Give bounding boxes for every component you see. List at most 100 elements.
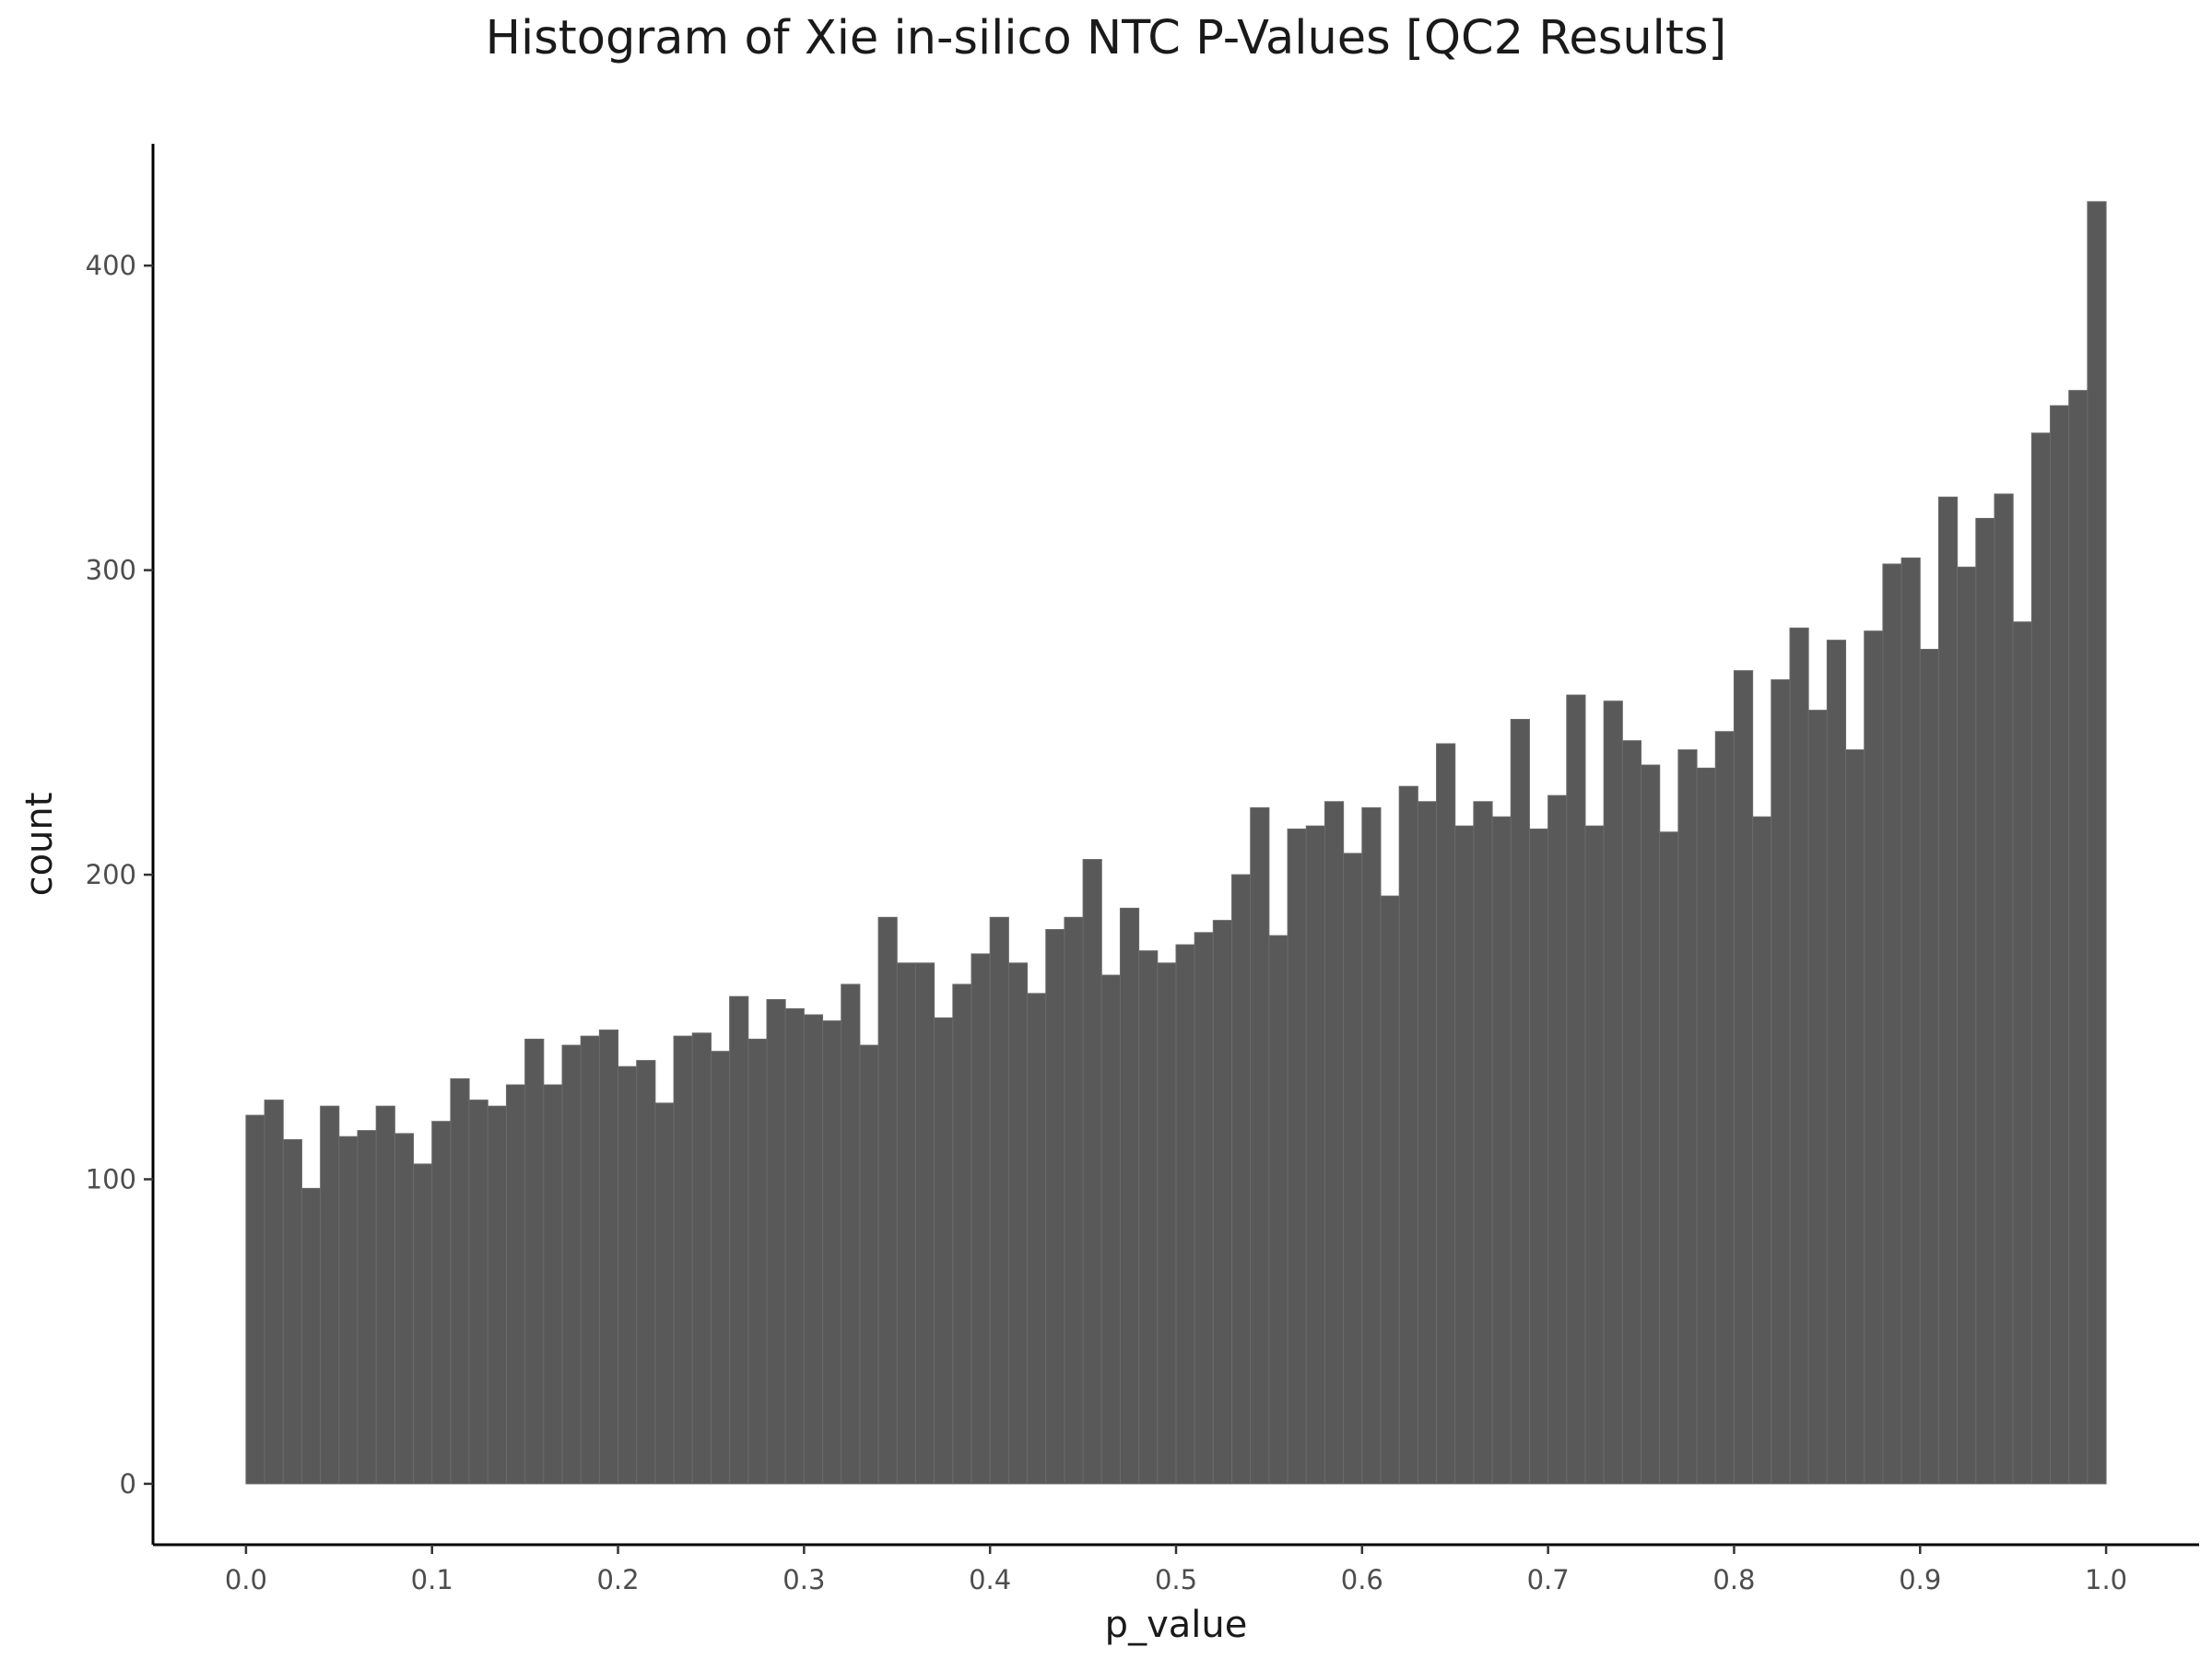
histogram-bar — [264, 1100, 284, 1485]
histogram-bar — [747, 1038, 768, 1485]
y-tick-label: 0 — [120, 1468, 136, 1500]
histogram-bar — [1919, 649, 1939, 1485]
histogram-bar — [245, 1114, 265, 1485]
histogram-bar — [524, 1038, 545, 1485]
histogram-bar — [1864, 630, 1884, 1485]
histogram-bar — [2050, 405, 2070, 1485]
histogram-bar — [1436, 743, 1456, 1485]
histogram-bar — [1007, 962, 1029, 1485]
histogram-bar — [896, 962, 916, 1485]
histogram-bar — [1398, 785, 1418, 1485]
histogram-bar — [1082, 859, 1102, 1485]
histogram-bar — [450, 1077, 470, 1485]
histogram-bar — [1343, 853, 1363, 1485]
histogram-bar — [729, 995, 749, 1485]
histogram-bar — [1714, 731, 1735, 1485]
histogram-bar — [673, 1035, 693, 1485]
histogram-bar — [1417, 801, 1438, 1485]
y-tick-label: 200 — [86, 859, 136, 890]
histogram-bar — [1045, 929, 1065, 1485]
histogram-bar — [1212, 920, 1233, 1485]
histogram-bar — [971, 953, 991, 1485]
histogram-bar — [803, 1014, 824, 1485]
histogram-bar — [654, 1102, 675, 1485]
y-tick-label: 400 — [86, 250, 136, 281]
histogram-bar — [1659, 831, 1679, 1485]
histogram-bar — [1361, 806, 1382, 1485]
x-tick-label: 0.7 — [1527, 1564, 1570, 1595]
histogram-bar — [1231, 874, 1252, 1485]
histogram-bar — [1194, 932, 1214, 1485]
x-axis-title: p_value — [1105, 1604, 1248, 1646]
histogram-bar — [1752, 816, 1772, 1485]
histogram-bar — [841, 983, 861, 1485]
histogram-bar — [320, 1105, 340, 1485]
histogram-bar — [431, 1121, 452, 1485]
x-tick-label: 0.5 — [1155, 1564, 1197, 1595]
bars-group — [245, 201, 2107, 1485]
x-tick-label: 0.4 — [969, 1564, 1011, 1595]
histogram-bar — [1473, 801, 1493, 1485]
histogram-bar — [1491, 816, 1512, 1485]
histogram-bar — [357, 1130, 377, 1485]
y-tick-label: 100 — [86, 1163, 136, 1194]
histogram-bar — [282, 1139, 302, 1485]
histogram-bar — [375, 1105, 395, 1485]
histogram-bar — [1547, 794, 1568, 1485]
histogram-bar — [580, 1035, 600, 1485]
histogram-bar — [468, 1100, 488, 1485]
histogram-bar — [914, 962, 935, 1485]
histogram-bar — [784, 1007, 805, 1485]
histogram-bar — [1957, 566, 1977, 1485]
histogram-bar — [1584, 825, 1605, 1485]
histogram-bar — [1641, 764, 1661, 1485]
histogram-bar — [1268, 935, 1288, 1485]
histogram-bar — [1027, 993, 1047, 1485]
histogram-bar — [1510, 719, 1530, 1485]
histogram-bar — [338, 1135, 359, 1485]
histogram-bar — [1882, 563, 1902, 1485]
x-tick-label: 0.0 — [225, 1564, 267, 1595]
histogram-bar — [1100, 974, 1121, 1485]
histogram-bar — [1064, 916, 1084, 1485]
histogram-bar — [1324, 801, 1345, 1485]
histogram-bar — [1603, 700, 1623, 1485]
histogram-bar — [1175, 944, 1195, 1485]
histogram-bar — [1157, 962, 1177, 1485]
histogram-bar — [1937, 496, 1959, 1485]
histogram-bar — [934, 1017, 954, 1485]
histogram-bar — [2087, 201, 2107, 1485]
chart-title: Histogram of Xie in-silico NTC P-Values … — [485, 11, 1727, 65]
histogram-bar — [487, 1105, 507, 1485]
y-axis-ticks: 0 100 200 300 400 — [86, 250, 153, 1500]
histogram-bar — [2030, 432, 2052, 1485]
histogram-bar — [989, 916, 1009, 1485]
x-tick-label: 0.2 — [596, 1564, 639, 1595]
histogram-bar — [618, 1065, 638, 1485]
histogram-bar — [1138, 950, 1159, 1485]
histogram-bar — [2068, 390, 2088, 1485]
x-tick-label: 0.6 — [1341, 1564, 1383, 1595]
histogram-bar — [1119, 907, 1140, 1485]
histogram-bar — [1528, 828, 1549, 1485]
histogram-bar — [710, 1051, 731, 1485]
x-axis-ticks: 0.0 0.1 0.2 0.3 0.4 0.5 0.6 0.7 0.8 0.9 1.0 — [225, 1545, 2127, 1595]
histogram-bar — [1994, 493, 2014, 1485]
histogram-bar — [394, 1133, 415, 1485]
histogram-bar — [1789, 627, 1809, 1485]
histogram-bar — [859, 1044, 879, 1485]
histogram-bar — [1566, 694, 1586, 1485]
histogram-bar — [561, 1044, 582, 1485]
histogram-bar — [636, 1060, 656, 1485]
histogram-bar — [2012, 621, 2032, 1485]
histogram-bar — [1845, 749, 1865, 1485]
histogram-bar — [1250, 806, 1270, 1485]
x-tick-label: 1.0 — [2085, 1564, 2127, 1595]
x-tick-label: 0.9 — [1899, 1564, 1941, 1595]
histogram-bar — [1696, 767, 1716, 1485]
histogram-bar — [952, 983, 972, 1485]
histogram-bar — [1287, 828, 1307, 1485]
histogram-bar — [1621, 740, 1642, 1485]
y-axis-title: count — [18, 793, 61, 897]
